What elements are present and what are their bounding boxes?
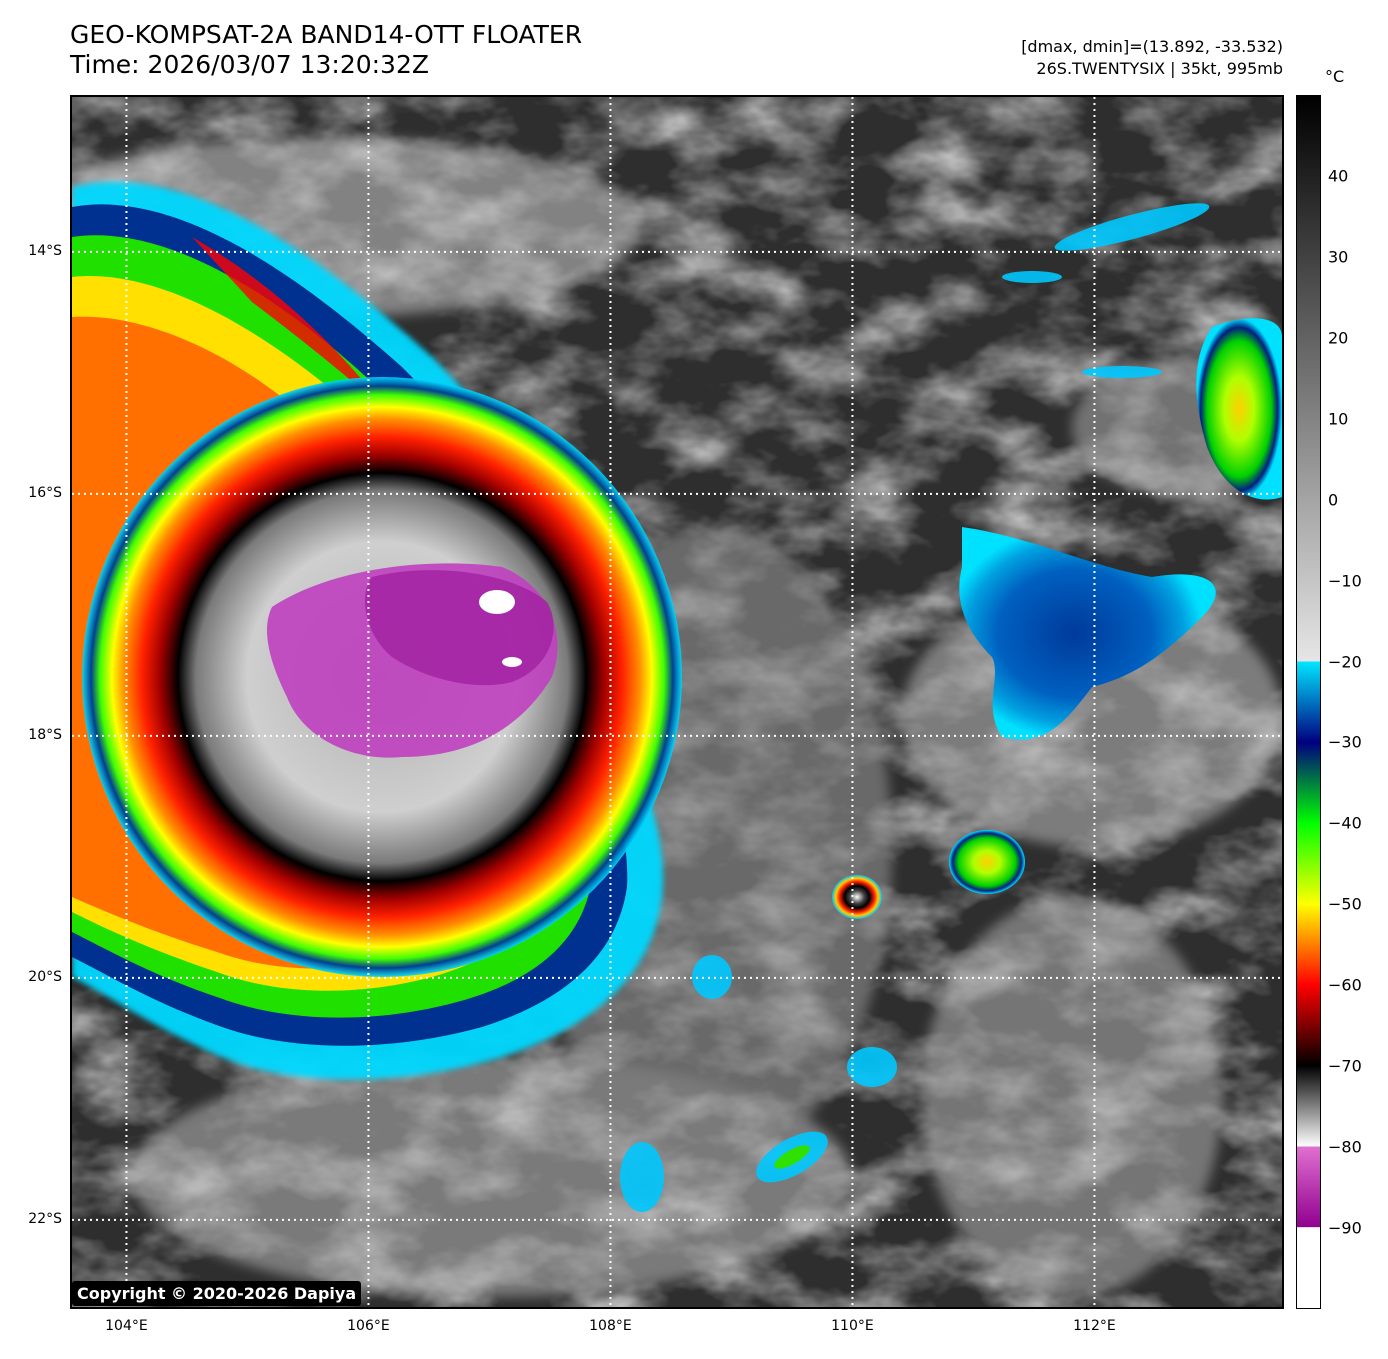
longitude-label: 110°E — [831, 1318, 874, 1334]
colorbar-tick-label: −60 — [1328, 975, 1362, 995]
colorbar-tick-label: 40 — [1328, 166, 1349, 186]
satellite-map[interactable] — [70, 95, 1284, 1309]
longitude-label: 104°E — [105, 1318, 148, 1334]
longitude-label: 112°E — [1073, 1318, 1116, 1334]
colorbar-unit: °C — [1325, 67, 1345, 86]
storm-info-label: 26S.TWENTYSIX | 35kt, 995mb — [1036, 59, 1283, 78]
copyright-label: Copyright © 2020-2026 Dapiya — [72, 1281, 362, 1306]
colorbar-tick-label: −10 — [1328, 571, 1362, 591]
colorbar-tick-label: 0 — [1328, 490, 1339, 510]
overshooting-top — [479, 590, 515, 614]
longitude-label: 108°E — [589, 1318, 632, 1334]
convective-cluster-east — [959, 527, 1216, 740]
latitude-label: 14°S — [28, 242, 62, 259]
temperature-range-label: [dmax, dmin]=(13.892, -33.532) — [1021, 37, 1283, 56]
time-label: Time: 2026/03/07 13:20:32Z — [70, 50, 429, 79]
longitude-label: 106°E — [347, 1318, 390, 1334]
latitude-label: 22°S — [28, 1210, 62, 1227]
colorbar-tick-label: 10 — [1328, 409, 1349, 429]
colorbar-tick-label: −70 — [1328, 1056, 1362, 1076]
colorbar-tick-label: −30 — [1328, 732, 1362, 752]
latitude-label: 20°S — [28, 968, 62, 985]
convective-cell-hot-tower — [832, 875, 882, 919]
cirrus-bands — [72, 137, 1282, 1297]
colorbar-tick-label: 30 — [1328, 247, 1349, 267]
temperature-colorbar — [1296, 95, 1321, 1309]
colorbar-tick-label: −90 — [1328, 1218, 1362, 1238]
colorbar-tick-label: −50 — [1328, 894, 1362, 914]
latitude-label: 16°S — [28, 484, 62, 501]
colorbar-tick-label: −20 — [1328, 652, 1362, 672]
colorbar-tick-label: 20 — [1328, 328, 1349, 348]
satellite-imagery — [72, 97, 1282, 1307]
chart-title: GEO-KOMPSAT-2A BAND14-OTT FLOATER — [70, 20, 583, 49]
colorbar-tick-label: −40 — [1328, 813, 1362, 833]
colorbar-tick-label: −80 — [1328, 1137, 1362, 1157]
lat-lon-gridlines — [72, 97, 1282, 1307]
latitude-label: 18°S — [28, 726, 62, 743]
convective-cell-center — [949, 830, 1025, 894]
convective-cluster-northeast — [1196, 318, 1282, 500]
